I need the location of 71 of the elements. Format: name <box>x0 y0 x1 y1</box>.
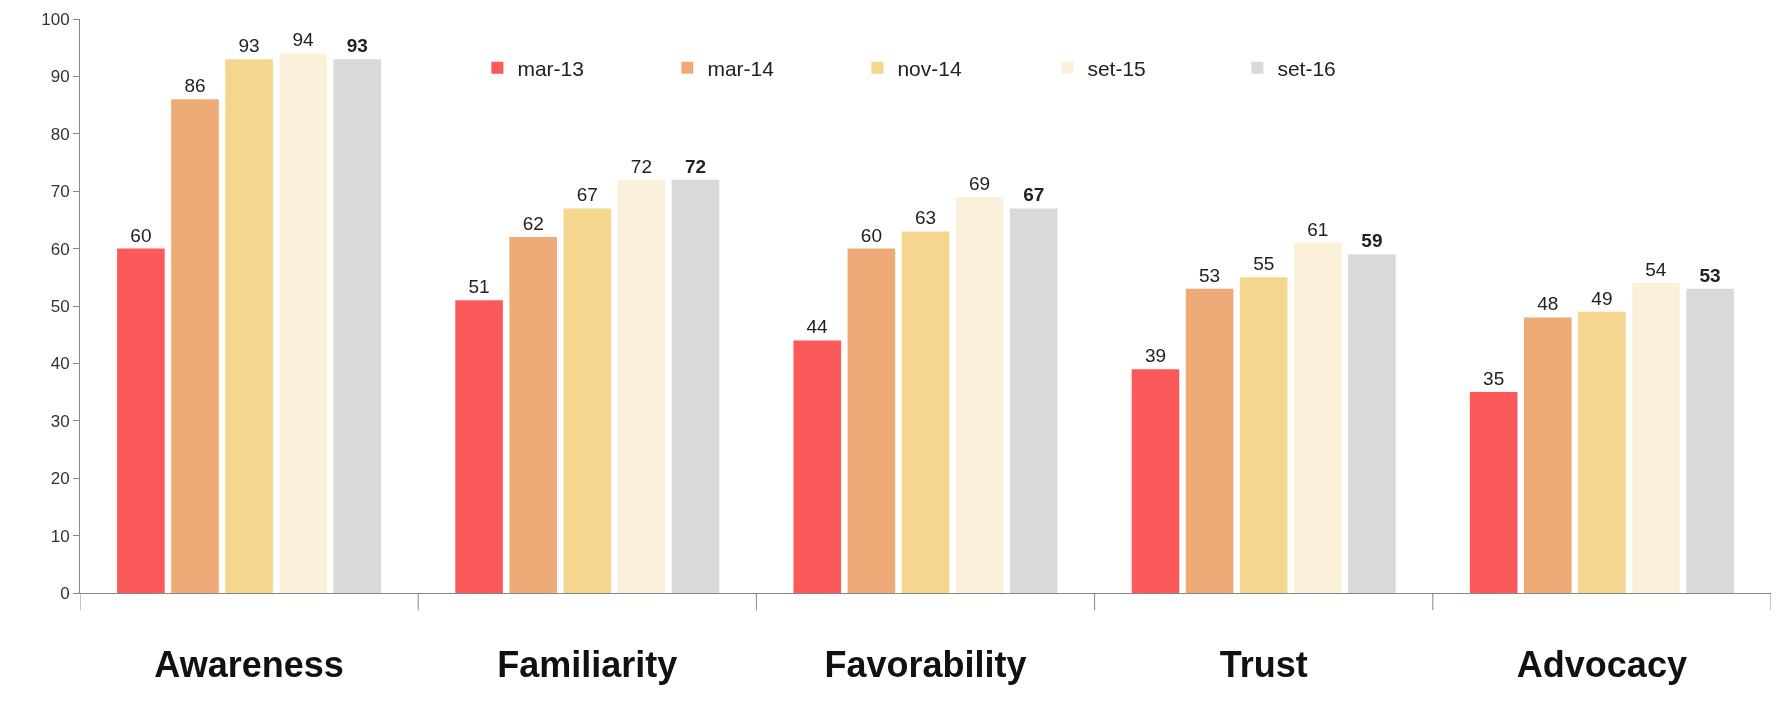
data-label: 53 <box>1199 264 1221 286</box>
bar <box>1239 277 1288 593</box>
bar <box>117 248 165 593</box>
data-label: 61 <box>1307 218 1329 240</box>
bar <box>847 248 896 593</box>
data-label: 67 <box>1023 184 1045 206</box>
data-label: 72 <box>630 155 652 177</box>
x-tick-label: Trust <box>1219 644 1308 686</box>
bar <box>1469 392 1518 593</box>
data-label: 94 <box>292 29 314 51</box>
data-label: 60 <box>860 224 882 246</box>
data-label: 60 <box>130 224 152 246</box>
y-tick-label: 50 <box>50 296 70 316</box>
bar <box>563 208 612 593</box>
x-tick-label: Advocacy <box>1516 644 1687 686</box>
bar <box>1294 242 1342 593</box>
legend-label: mar-13 <box>517 57 584 81</box>
data-label: 49 <box>1591 287 1613 309</box>
bar <box>1523 317 1572 593</box>
bar <box>225 59 273 593</box>
bar <box>1009 208 1058 593</box>
x-tick-label: Awareness <box>154 644 344 686</box>
data-label: 48 <box>1537 293 1559 315</box>
y-tick-label: 70 <box>50 182 70 202</box>
bar <box>617 179 666 593</box>
legend-label: set-15 <box>1087 57 1146 81</box>
data-label: 93 <box>346 35 368 57</box>
data-label: 72 <box>684 155 707 177</box>
bar <box>279 53 328 593</box>
data-label: 44 <box>806 316 829 338</box>
data-label: 59 <box>1361 230 1383 252</box>
y-tick-label: 80 <box>50 124 70 144</box>
bar <box>171 99 219 593</box>
bar <box>1578 311 1626 593</box>
data-label: 35 <box>1483 368 1505 390</box>
y-tick-label: 90 <box>50 67 70 87</box>
y-tick-label: 20 <box>50 469 70 489</box>
data-label: 67 <box>576 184 598 206</box>
bar <box>955 196 1004 593</box>
data-label: 63 <box>914 207 937 229</box>
bar <box>1185 288 1234 593</box>
y-tick-label: 30 <box>50 411 70 431</box>
legend-label: mar-14 <box>707 57 775 81</box>
data-label: 39 <box>1144 345 1167 367</box>
data-label: 51 <box>468 276 490 298</box>
data-label: 53 <box>1699 264 1721 286</box>
data-label: 86 <box>184 75 206 97</box>
y-tick-label: 60 <box>50 239 70 259</box>
bar <box>793 340 842 593</box>
data-label: 62 <box>522 213 544 235</box>
y-tick-label: 100 <box>41 9 70 29</box>
bar <box>1348 254 1396 593</box>
bar <box>333 59 382 593</box>
legend-label: set-16 <box>1277 57 1336 81</box>
data-label: 54 <box>1645 259 1667 281</box>
legend-label: nov-14 <box>897 57 962 81</box>
data-label: 55 <box>1253 253 1275 275</box>
x-tick-label: Favorability <box>824 644 1027 686</box>
data-label: 69 <box>969 172 991 194</box>
bar <box>671 179 720 593</box>
bar <box>901 231 950 593</box>
x-tick-label: Familiarity <box>497 644 678 686</box>
data-label: 93 <box>238 35 260 57</box>
bar <box>509 237 557 593</box>
bar <box>1686 288 1734 593</box>
bar <box>455 300 503 593</box>
y-tick-label: 0 <box>60 583 70 603</box>
y-tick-label: 40 <box>50 354 70 374</box>
bar <box>1131 369 1180 593</box>
y-tick-label: 10 <box>50 526 70 546</box>
bar <box>1632 283 1680 593</box>
